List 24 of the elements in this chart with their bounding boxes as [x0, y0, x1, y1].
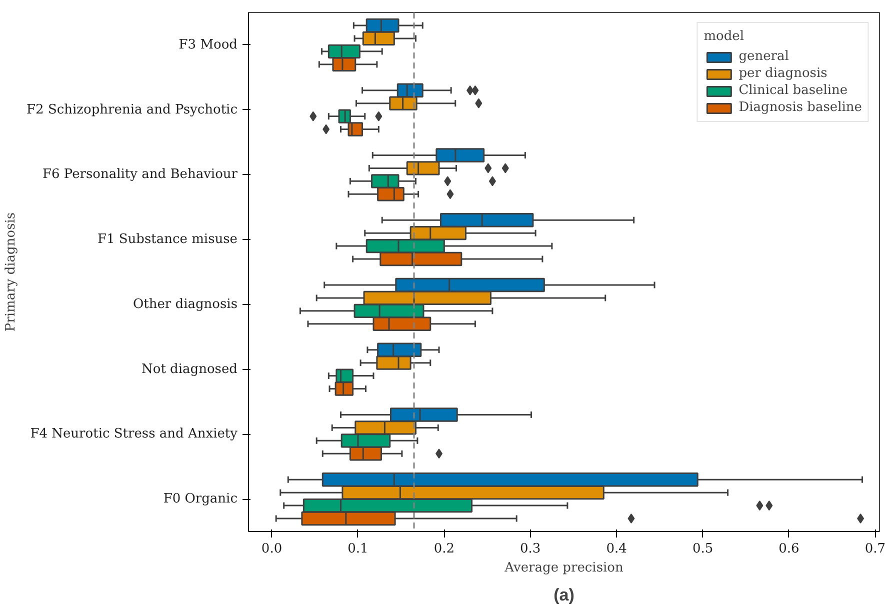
y-tick-label: F4 Neurotic Stress and Anxiety	[30, 426, 238, 442]
x-tick-label: 0.6	[778, 542, 800, 556]
x-tick-label: 0.3	[520, 542, 541, 556]
y-axis-title: Primary diagnosis	[4, 212, 19, 332]
y-tick-label: F1 Substance misuse	[97, 232, 238, 248]
y-tick-label: F3 Mood	[178, 37, 238, 52]
x-tick-label: 0.7	[864, 542, 885, 556]
x-tick-label: 0.5	[692, 542, 714, 556]
y-tick-label: F0 Organic	[163, 492, 238, 507]
x-axis-title: Average precision	[504, 560, 624, 576]
y-tick-label: Not diagnosed	[142, 362, 238, 377]
x-tick-label: 0.2	[434, 542, 455, 556]
y-tick-label: Other diagnosis	[132, 296, 238, 312]
x-tick-label: 0.1	[348, 542, 368, 556]
x-tick-label: 0.4	[606, 542, 627, 556]
legend-label: per diagnosis	[738, 66, 828, 81]
text: (a)	[554, 586, 574, 604]
legend-label: Clinical baseline	[738, 83, 848, 98]
legend-title: model	[704, 29, 746, 44]
y-tick-label: F6 Personality and Behaviour	[42, 167, 238, 182]
x-tick-label: 0.0	[261, 542, 282, 556]
legend-label: general	[738, 49, 789, 64]
y-tick-label: F2 Schizophrenia and Psychotic	[26, 102, 238, 118]
legend-label: Diagnosis baseline	[738, 100, 862, 115]
